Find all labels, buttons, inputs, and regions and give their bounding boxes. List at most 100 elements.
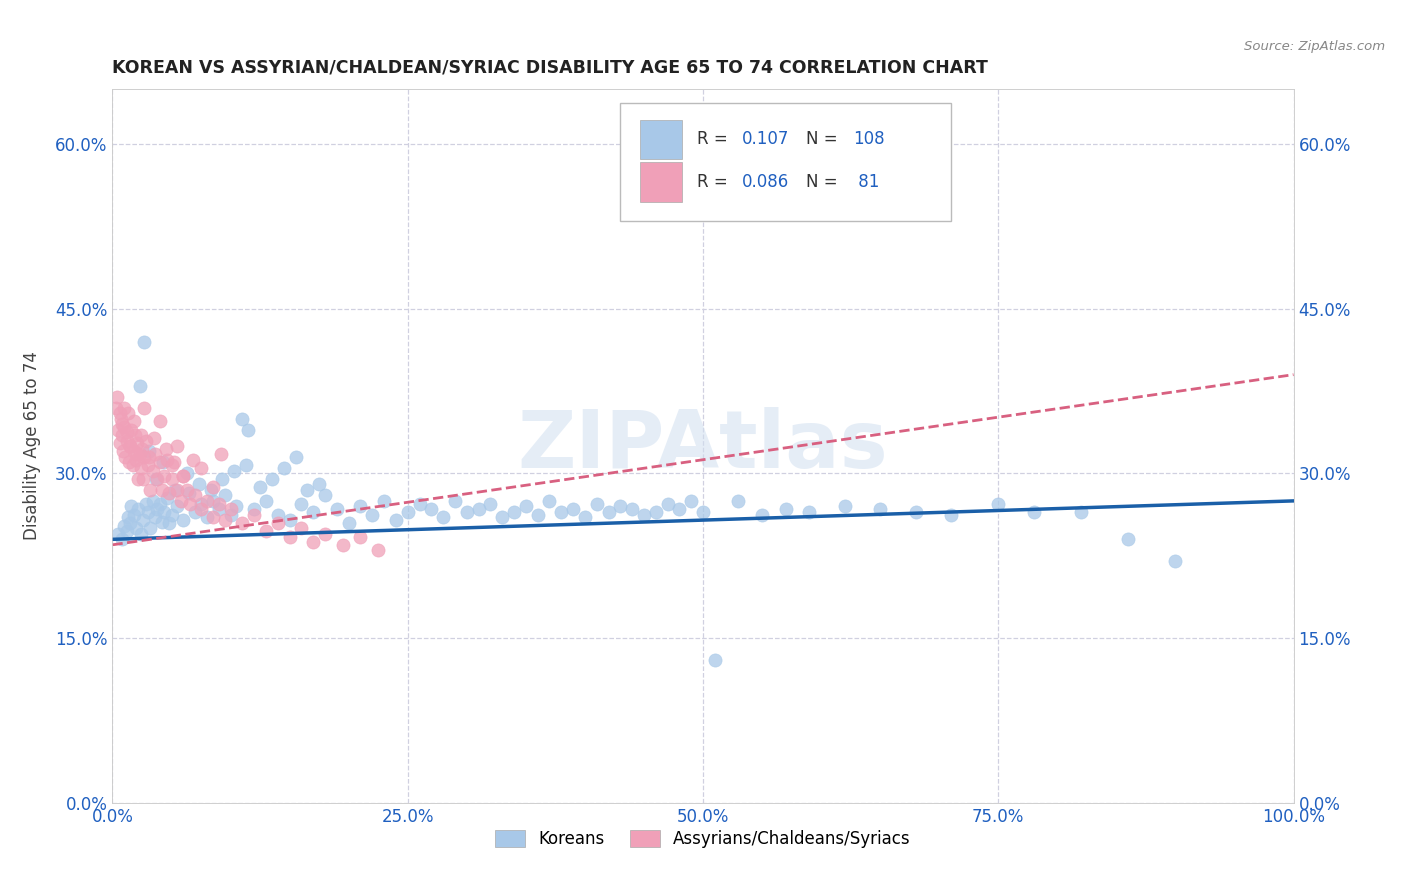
Point: [121, 458, 143, 472]
Y-axis label: Disability Age 65 to 74: Disability Age 65 to 74: [24, 351, 41, 541]
Point: [775, 501, 797, 516]
Point: [225, 500, 247, 514]
Point: [190, 501, 212, 516]
Point: [149, 455, 172, 469]
Point: [135, 497, 157, 511]
Point: [314, 488, 336, 502]
Point: [150, 483, 173, 497]
Point: [432, 510, 454, 524]
Point: [122, 444, 145, 458]
Point: [157, 486, 180, 500]
Point: [142, 464, 165, 478]
Point: [278, 512, 301, 526]
Point: [349, 530, 371, 544]
Point: [127, 472, 149, 486]
Point: [278, 530, 301, 544]
Point: [125, 453, 148, 467]
Point: [267, 508, 290, 523]
Point: [139, 483, 162, 497]
Point: [129, 526, 152, 541]
Point: [143, 510, 166, 524]
Point: [267, 516, 290, 530]
Point: [1070, 505, 1092, 519]
Point: [166, 439, 188, 453]
Point: [139, 521, 162, 535]
Point: [751, 508, 773, 523]
Point: [146, 472, 169, 486]
Text: N =: N =: [806, 130, 842, 148]
Point: [297, 483, 319, 497]
Point: [134, 450, 156, 464]
Point: [526, 508, 548, 523]
Point: [208, 501, 231, 516]
Point: [176, 467, 198, 481]
Point: [249, 480, 271, 494]
Point: [562, 501, 585, 516]
Point: [132, 512, 155, 526]
Point: [111, 533, 134, 547]
Point: [142, 431, 165, 445]
Text: 108: 108: [853, 130, 884, 148]
Point: [115, 425, 138, 439]
Point: [574, 510, 596, 524]
Point: [692, 505, 714, 519]
Point: [108, 406, 131, 420]
Point: [939, 508, 962, 523]
Point: [122, 414, 145, 428]
Text: 0.086: 0.086: [742, 173, 789, 191]
Point: [181, 453, 204, 467]
Point: [208, 497, 231, 511]
Point: [146, 501, 169, 516]
Point: [128, 378, 150, 392]
Point: [703, 653, 725, 667]
Point: [491, 510, 513, 524]
Point: [361, 508, 384, 523]
Point: [166, 483, 188, 497]
Point: [598, 505, 620, 519]
Point: [727, 494, 749, 508]
Point: [550, 505, 572, 519]
Point: [621, 501, 644, 516]
Point: [112, 519, 135, 533]
Point: [420, 501, 443, 516]
Point: [184, 488, 207, 502]
Text: R =: R =: [697, 130, 733, 148]
Point: [190, 461, 212, 475]
Point: [172, 468, 194, 483]
Point: [138, 450, 160, 464]
Point: [112, 444, 135, 458]
Point: [479, 497, 502, 511]
Point: [166, 500, 188, 514]
Point: [107, 423, 129, 437]
Point: [190, 497, 212, 511]
Point: [117, 510, 139, 524]
Point: [138, 444, 160, 458]
Point: [633, 508, 655, 523]
Point: [112, 420, 135, 434]
Point: [129, 428, 152, 442]
Point: [869, 501, 891, 516]
Point: [132, 472, 155, 486]
Bar: [640, 162, 682, 202]
Point: [302, 534, 325, 549]
Point: [254, 494, 277, 508]
Point: [201, 480, 224, 494]
Point: [681, 494, 703, 508]
Point: [152, 455, 174, 469]
Point: [231, 516, 253, 530]
Point: [349, 500, 371, 514]
Point: [224, 464, 246, 478]
Point: [799, 505, 821, 519]
Point: [243, 501, 266, 516]
Point: [385, 512, 408, 526]
Point: [157, 516, 180, 530]
Point: [122, 508, 145, 523]
Point: [145, 472, 167, 486]
Legend: Koreans, Assyrians/Chaldeans/Syriacs: Koreans, Assyrians/Chaldeans/Syriacs: [488, 823, 918, 855]
Point: [118, 455, 141, 469]
Point: [585, 497, 607, 511]
Point: [125, 521, 148, 535]
Point: [105, 390, 128, 404]
Text: 81: 81: [853, 173, 879, 191]
Point: [337, 516, 360, 530]
